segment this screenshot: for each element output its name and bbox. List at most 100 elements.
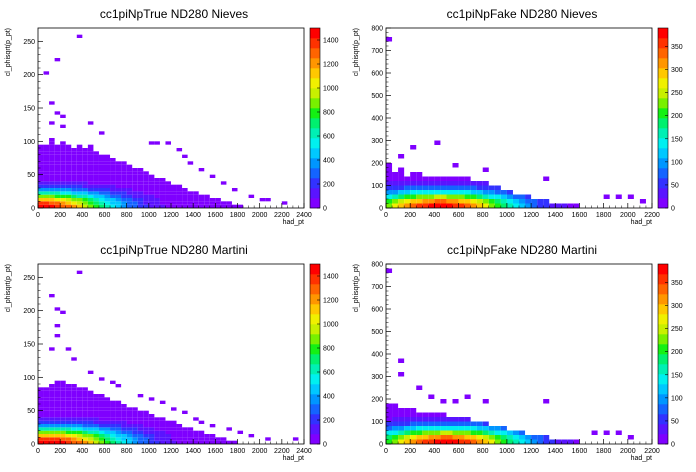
- x-tick-label: 200: [54, 448, 66, 455]
- histogram-bin: [60, 430, 66, 434]
- histogram-bin: [154, 181, 160, 185]
- histogram-bin: [416, 412, 423, 417]
- histogram-bin: [54, 174, 61, 178]
- histogram-bin: [76, 174, 83, 178]
- histogram-bin: [159, 400, 166, 404]
- histogram-bin: [43, 424, 50, 428]
- histogram-bin: [525, 199, 532, 204]
- histogram-bin: [87, 151, 94, 155]
- histogram-bin: [159, 427, 166, 431]
- histogram-bin: [154, 184, 160, 188]
- x-tick-label: 2200: [644, 212, 660, 219]
- histogram-bin: [132, 437, 138, 441]
- palette-swatch: [310, 28, 320, 39]
- histogram-bin: [404, 430, 411, 435]
- histogram-bin: [60, 420, 66, 424]
- histogram-bin: [110, 414, 116, 418]
- histogram-bin: [65, 437, 72, 441]
- color-palette: [310, 264, 320, 445]
- histogram-bin: [137, 427, 144, 431]
- histogram-bin: [506, 190, 513, 195]
- histogram-bin: [482, 190, 489, 195]
- x-tick-label: 600: [453, 212, 465, 219]
- histogram-bin: [76, 154, 83, 158]
- histogram-bin: [398, 154, 405, 159]
- histogram-bin: [458, 426, 465, 431]
- histogram-bin: [43, 440, 50, 444]
- palette-swatch: [658, 188, 668, 199]
- y-tick-label: 150: [23, 342, 35, 349]
- palette-swatch: [658, 354, 668, 365]
- histogram-bin: [143, 194, 149, 198]
- palette-swatch: [310, 354, 320, 365]
- histogram-bin: [65, 394, 72, 398]
- histogram-bin: [71, 387, 77, 391]
- histogram-bin: [38, 400, 44, 404]
- histogram-bin: [110, 204, 116, 208]
- histogram-bin: [137, 437, 144, 441]
- histogram-bin: [43, 148, 50, 152]
- histogram-bin: [60, 168, 66, 172]
- histogram-bin: [115, 404, 122, 408]
- histogram-bin: [60, 440, 66, 444]
- histogram-bin: [446, 190, 453, 195]
- histogram-bin: [148, 434, 155, 438]
- histogram-bin: [476, 194, 483, 199]
- histogram-bin: [410, 408, 417, 413]
- histogram-bin: [43, 407, 50, 411]
- histogram-bins: [38, 34, 288, 208]
- x-tick-label: 1800: [596, 212, 612, 219]
- histogram-bin: [76, 397, 83, 401]
- palette-swatch: [310, 128, 320, 139]
- histogram-bin: [60, 410, 66, 414]
- histogram-bin: [543, 203, 550, 208]
- histogram-bin: [65, 414, 72, 418]
- chart-title: cc1piNpFake ND280 Nieves: [447, 7, 598, 21]
- histogram-bin: [76, 178, 83, 182]
- histogram-bin: [165, 434, 171, 438]
- histogram-bin: [65, 154, 72, 158]
- histogram-bin: [226, 427, 232, 431]
- histogram-bin: [104, 437, 111, 441]
- histogram-bin: [54, 191, 61, 195]
- histogram-bin: [154, 194, 160, 198]
- histogram-bin: [121, 191, 127, 195]
- histogram-bin: [126, 164, 133, 168]
- palette-swatch: [658, 108, 668, 119]
- histogram-bin: [87, 171, 94, 175]
- histogram-bin: [440, 426, 447, 431]
- x-tick-label: 1200: [523, 212, 539, 219]
- histogram-bin: [71, 174, 77, 178]
- histogram-bin: [49, 121, 55, 125]
- histogram-bin: [416, 172, 423, 177]
- x-axis-label: had_pt: [631, 219, 652, 226]
- histogram-panel-1: cc1piNpTrue ND280 Nieves 0 200 400 600 800 100…: [0, 0, 348, 236]
- histogram-bin: [104, 181, 111, 185]
- histogram-bin: [54, 434, 61, 438]
- histogram-bin: [482, 203, 489, 208]
- palette-tick-label: 0: [323, 442, 327, 449]
- histogram-bin: [446, 426, 453, 431]
- histogram-bin: [506, 199, 513, 204]
- histogram-bin: [43, 387, 50, 391]
- histogram-bin: [458, 185, 465, 190]
- histogram-bin: [209, 174, 216, 178]
- histogram-bin: [171, 437, 177, 441]
- histogram-bin: [143, 174, 149, 178]
- histogram-bin: [93, 164, 99, 168]
- histogram-bin: [115, 420, 122, 424]
- histogram-bin: [148, 178, 155, 182]
- x-tick-label: 1600: [208, 448, 224, 455]
- histogram-bin: [519, 203, 526, 208]
- histogram-bin: [422, 203, 429, 208]
- histogram-bin: [428, 185, 435, 190]
- palette-swatch: [658, 168, 668, 179]
- histogram-bin: [60, 164, 66, 168]
- histogram-bin: [49, 184, 55, 188]
- histogram-bin: [137, 174, 144, 178]
- histogram-bin: [49, 181, 55, 185]
- histogram-bin: [422, 439, 429, 444]
- y-tick-label: 0: [379, 206, 383, 213]
- histogram-bin: [416, 181, 423, 186]
- histogram-bin: [54, 154, 61, 158]
